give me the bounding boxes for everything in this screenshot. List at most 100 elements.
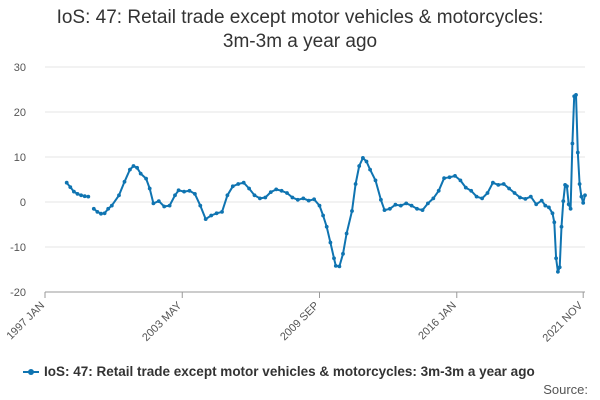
data-point xyxy=(236,182,241,186)
data-point xyxy=(241,180,246,185)
data-point xyxy=(491,180,495,185)
data-point xyxy=(75,192,80,196)
chart-title: IoS: 47: Retail trade except motor vehic… xyxy=(0,6,600,54)
data-point xyxy=(496,183,501,187)
data-point xyxy=(382,208,387,213)
data-point xyxy=(579,194,584,199)
y-tick-label: -20 xyxy=(10,287,26,299)
data-point xyxy=(147,186,152,191)
data-point xyxy=(176,188,181,193)
data-point xyxy=(122,179,127,184)
data-point xyxy=(426,201,430,206)
data-point xyxy=(91,206,96,211)
legend[interactable]: IoS: 47: Retail trade except motor vehic… xyxy=(23,364,535,379)
data-point xyxy=(447,175,452,180)
data-point xyxy=(131,164,136,168)
data-point xyxy=(512,191,517,195)
data-point xyxy=(404,201,409,206)
x-tick-label: 2003 MAY xyxy=(140,299,185,344)
x-tick-label: 2021 NOV xyxy=(541,299,586,344)
data-point xyxy=(565,184,569,189)
data-point xyxy=(72,189,76,194)
data-point xyxy=(442,176,446,181)
data-point xyxy=(285,191,289,195)
data-point xyxy=(333,264,338,268)
data-point xyxy=(263,195,268,200)
y-tick-label: 0 xyxy=(20,197,26,209)
data-point xyxy=(317,203,322,208)
data-point xyxy=(102,211,107,216)
data-point xyxy=(581,201,586,205)
data-point xyxy=(247,186,252,191)
data-point xyxy=(350,209,354,213)
data-point xyxy=(361,156,365,160)
data-point xyxy=(138,171,143,176)
data-point xyxy=(415,206,419,211)
data-point xyxy=(420,208,425,213)
data-point xyxy=(156,199,161,204)
data-point xyxy=(328,240,333,245)
data-point xyxy=(324,224,329,229)
y-tick-label: 20 xyxy=(14,107,26,119)
data-point xyxy=(379,197,383,202)
data-point xyxy=(518,195,522,200)
x-tick-label: 2016 JAN xyxy=(416,300,459,343)
data-point xyxy=(559,224,564,229)
data-point xyxy=(368,167,372,172)
data-point xyxy=(82,194,87,199)
source-label: Source: xyxy=(543,382,588,397)
data-point xyxy=(341,251,345,256)
data-point xyxy=(99,211,103,216)
chart-title-line-2: 3m-3m a year ago xyxy=(222,31,378,52)
data-point xyxy=(173,193,177,198)
legend-swatch-icon xyxy=(23,366,39,378)
data-point xyxy=(321,213,325,218)
data-point xyxy=(182,189,187,194)
data-point xyxy=(583,193,587,198)
data-point xyxy=(436,188,441,193)
data-point xyxy=(332,256,336,261)
series-line xyxy=(93,93,586,273)
chart-title-line-1: IoS: 47: Retail trade except motor vehic… xyxy=(56,7,544,28)
data-point xyxy=(480,196,484,201)
data-point xyxy=(209,213,214,218)
x-tick-label: 1997 JAN xyxy=(4,300,47,343)
data-point xyxy=(252,193,257,198)
data-point xyxy=(409,203,414,208)
data-point xyxy=(64,180,69,185)
data-point xyxy=(306,198,311,203)
data-point xyxy=(474,194,479,199)
series-layer xyxy=(64,93,587,274)
data-point xyxy=(187,188,192,193)
data-point xyxy=(543,203,548,208)
data-point xyxy=(258,196,262,201)
data-point xyxy=(469,188,474,193)
data-point xyxy=(357,164,362,168)
data-point xyxy=(193,192,197,196)
data-point xyxy=(144,176,149,181)
data-point xyxy=(220,210,224,214)
data-point xyxy=(344,231,349,236)
data-point xyxy=(539,198,544,203)
data-point xyxy=(279,188,284,193)
data-point xyxy=(135,165,140,170)
data-point xyxy=(566,202,571,207)
data-point xyxy=(574,93,578,97)
data-point xyxy=(534,202,539,207)
data-point xyxy=(151,201,156,206)
data-point xyxy=(577,182,582,186)
data-point xyxy=(570,141,575,146)
data-point xyxy=(557,265,562,270)
data-point xyxy=(485,191,490,195)
data-point xyxy=(162,204,167,209)
data-point xyxy=(337,264,342,269)
y-tick-label: 10 xyxy=(14,152,26,164)
data-point xyxy=(568,206,573,211)
data-point xyxy=(393,202,398,207)
data-point xyxy=(561,199,566,204)
data-point xyxy=(230,184,235,189)
data-point xyxy=(290,195,295,200)
data-point xyxy=(167,203,172,208)
data-point xyxy=(523,197,528,201)
